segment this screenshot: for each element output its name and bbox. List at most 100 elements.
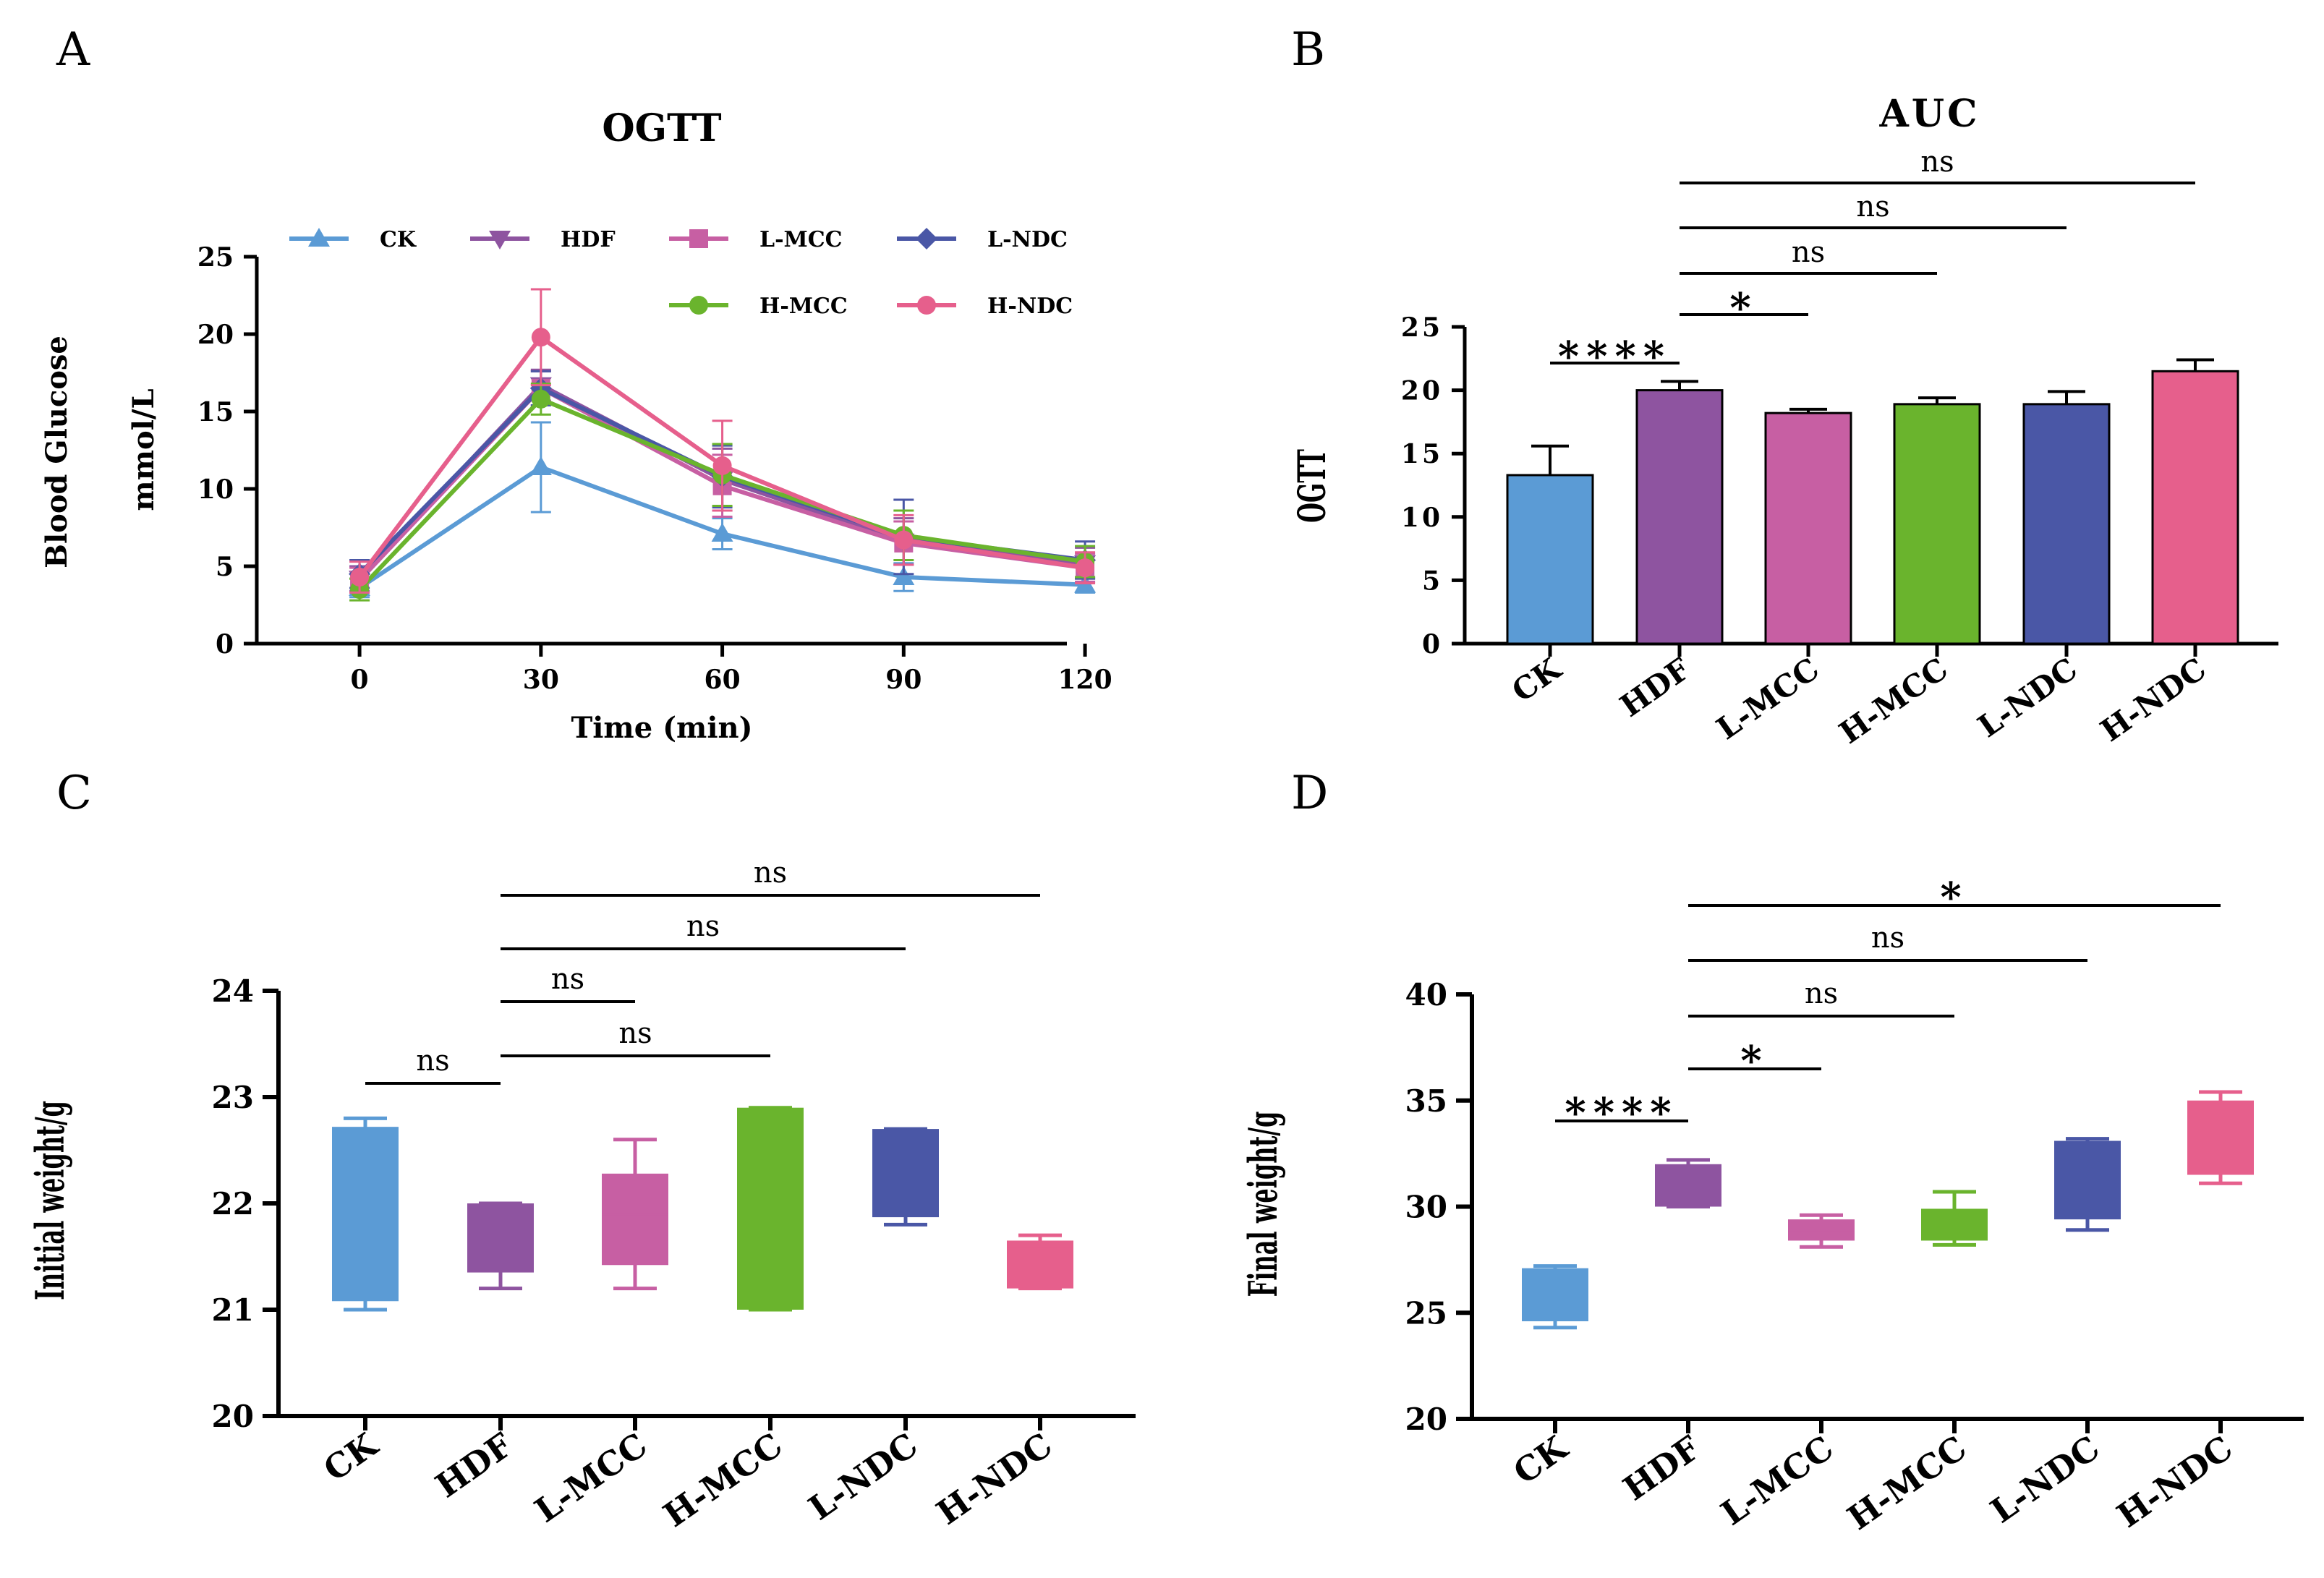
legend-marker <box>916 228 937 250</box>
legend-label: L-MCC <box>759 227 843 252</box>
x-category-label: CK <box>1505 650 1568 709</box>
box-l-mcc <box>1788 1213 1855 1249</box>
box-body <box>1007 1240 1073 1289</box>
box-body <box>872 1129 939 1218</box>
y-tick-label: 20 <box>1405 1402 1447 1437</box>
x-category-label: L-NDC <box>1971 651 2083 744</box>
x-category-label: HDF <box>1614 651 1697 724</box>
chart-title: OGTT <box>602 106 722 150</box>
box-l-ndc <box>872 1127 939 1227</box>
significance-label: ns <box>754 856 787 890</box>
box-ck <box>1522 1264 1588 1330</box>
x-tick-label: 30 <box>523 665 559 695</box>
bar-hdf <box>1635 389 1724 645</box>
x-tick-label: 90 <box>885 665 921 695</box>
significance-label: ns <box>1792 236 1825 269</box>
y-tick-label: 24 <box>212 973 254 1009</box>
x-category-label: CK <box>1507 1428 1575 1492</box>
significance-label: * <box>1729 284 1758 332</box>
panel-letter-b: B <box>1291 23 1325 77</box>
box-hdf <box>467 1201 534 1291</box>
x-category-label: CK <box>317 1425 386 1489</box>
x-tick-label: 60 <box>705 665 741 695</box>
box-h-ndc <box>2187 1090 2254 1185</box>
y-tick-label: 40 <box>1405 977 1447 1012</box>
x-category-label: L-NDC <box>1983 1428 2106 1531</box>
y-tick-label: 10 <box>197 474 234 505</box>
data-point <box>894 530 914 550</box>
x-category-label: HDF <box>428 1425 519 1506</box>
significance-label: ns <box>416 1044 449 1078</box>
data-point <box>531 389 550 409</box>
significance-label: ns <box>1805 977 1838 1010</box>
y-axis-label: OGTT <box>1290 449 1335 523</box>
y-tick-label: 15 <box>197 397 234 427</box>
panel-b-auc-bar-chart: AUC 0 5 10 15 20 25 OGTT CK HDF L-MCC H-MCC L-NDC H-N… <box>1290 92 2278 751</box>
legend-marker <box>917 296 936 315</box>
y-tick-label: 20 <box>197 320 234 350</box>
y-tick-label: 15 <box>1401 439 1443 469</box>
box-l-mcc <box>602 1138 668 1291</box>
y-tick-label: 20 <box>212 1399 254 1434</box>
legend-marker <box>489 231 511 250</box>
significance-label: ns <box>686 910 720 943</box>
box-h-ndc <box>1007 1233 1073 1291</box>
legend-marker <box>689 296 708 315</box>
y-tick-label: 5 <box>216 552 234 582</box>
y-tick-label: 5 <box>1422 566 1443 596</box>
y-axis-label: Initial weight/g <box>27 1101 73 1300</box>
box-ck <box>332 1116 399 1312</box>
bar-h-mcc <box>1893 403 1981 645</box>
legend-label: CK <box>380 227 417 252</box>
data-point <box>712 456 732 475</box>
y-tick-label: 23 <box>212 1080 254 1115</box>
significance-label: ns <box>551 963 584 996</box>
significance-label: * <box>1740 1037 1768 1085</box>
x-category-label: L-MCC <box>1714 1428 1841 1533</box>
box-h-mcc <box>737 1106 804 1312</box>
box-body <box>1522 1268 1588 1321</box>
panel-c-initial-weight-box-chart: 20 21 22 23 24 Initial weight/g CK HDF L-MCC H-MC… <box>27 856 1136 1535</box>
data-point <box>893 566 915 585</box>
y-axis-label: Final weight/g <box>1240 1112 1286 1297</box>
bar-h-ndc <box>2151 370 2239 645</box>
x-category-label: L-MCC <box>528 1425 655 1530</box>
box-body <box>2187 1100 2254 1175</box>
box-body <box>332 1127 399 1302</box>
significance-label: **** <box>1558 333 1672 380</box>
panel-letter-a: A <box>56 23 90 77</box>
y-tick-label: 22 <box>212 1186 254 1221</box>
chart-title: AUC <box>1878 92 1980 136</box>
panel-d-final-weight-box-chart: 20 25 30 35 40 Final weight/g CK HDF L-MCC H-MCC L… <box>1240 874 2304 1538</box>
x-category-label: H-NDC <box>2094 651 2213 749</box>
panel-a-ogtt-line-chart: OGTT 0 5 10 15 20 25 0 30 60 90 120 Time (min) Blood … <box>40 106 1112 745</box>
significance-label: ns <box>1856 190 1889 223</box>
y-axis-label: Blood Glucose <box>40 336 74 568</box>
box-body <box>737 1107 804 1310</box>
x-category-label: HDF <box>1616 1428 1707 1509</box>
data-point <box>350 567 370 587</box>
x-tick-label: 120 <box>1057 665 1112 695</box>
y-axis-unit-label: mmol/L <box>127 388 161 511</box>
significance-label: * <box>1940 874 1968 921</box>
significance-label: **** <box>1565 1089 1678 1137</box>
panel-letter-d: D <box>1291 767 1328 820</box>
box-body <box>602 1173 668 1266</box>
y-tick-label: 25 <box>1401 312 1443 343</box>
box-l-ndc <box>2054 1137 2121 1232</box>
bar-ck <box>1506 474 1594 645</box>
legend-label: L-NDC <box>987 227 1068 252</box>
y-tick-label: 30 <box>1405 1190 1447 1225</box>
bar-l-mcc <box>1764 411 1852 645</box>
x-category-label: H-NDC <box>2110 1428 2239 1535</box>
y-tick-label: 10 <box>1401 503 1443 533</box>
box-body <box>1921 1208 1988 1241</box>
x-category-label: H-MCC <box>656 1425 789 1535</box>
y-tick-label: 21 <box>212 1292 254 1328</box>
legend-label: HDF <box>561 227 616 252</box>
significance-label: ns <box>618 1017 652 1050</box>
data-point <box>529 456 552 476</box>
data-point <box>711 523 733 542</box>
x-tick-label: 0 <box>351 665 369 695</box>
